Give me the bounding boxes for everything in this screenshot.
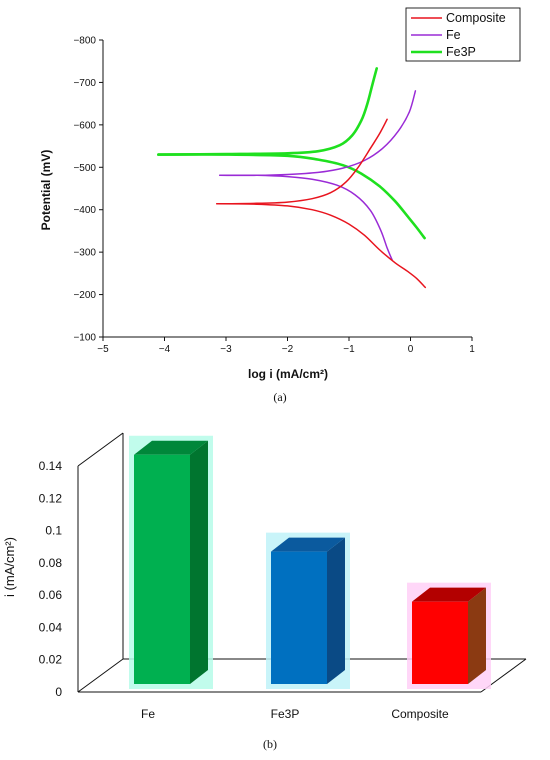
x-tick-label: −4 (159, 344, 171, 355)
x-tick-label-composite: Composite (391, 707, 449, 721)
current-density-bar-chart: 0 0.02 0.04 0.06 0.08 0.1 0.12 0.14 Fe Fe3P Compo… (2, 432, 527, 751)
y-ticks: −100 −200 −300 −400 −500 −600 −700 −800 (73, 36, 103, 344)
panel-a-caption: (a) (273, 390, 286, 404)
y-tick-label: 0.06 (39, 588, 63, 602)
y-tick-label: −400 (73, 205, 96, 216)
x-tick-label-fe: Fe (141, 707, 155, 721)
fe-anodic-curve (219, 90, 417, 177)
fe3p-bar (271, 551, 327, 684)
fe3p-bar-side (327, 537, 345, 684)
composite-bar-top (412, 587, 486, 602)
legend: Composite Fe Fe3P (405, 7, 521, 62)
y-tick-label: 0.12 (39, 491, 63, 505)
legend-label-composite: Composite (446, 11, 506, 25)
y-tick-label: 0 (55, 685, 62, 699)
y-tick-label: 0.02 (39, 653, 63, 667)
y-tick-label: −700 (73, 78, 96, 89)
fe3p-anodic-curve (157, 67, 378, 156)
fe3p-cathodic-curve (157, 153, 426, 240)
legend-label-fe: Fe (446, 28, 461, 42)
fe-bar-top (134, 440, 208, 455)
x-tick-label-fe3p: Fe3P (271, 707, 300, 721)
y-tick-label: −100 (73, 333, 96, 344)
y-tick-label: 0.1 (45, 524, 62, 538)
y-axis-label: i (mA/cm²) (2, 537, 17, 597)
y-tick-label: 0.08 (39, 556, 63, 570)
x-axis-label: log i (mA/cm²) (248, 367, 328, 381)
y-ticks: 0 0.02 0.04 0.06 0.08 0.1 0.12 0.14 (39, 459, 63, 699)
x-ticks: −5 −4 −3 −2 −1 0 1 (97, 337, 475, 355)
composite-bar (412, 601, 468, 684)
y-tick-label: 0.04 (39, 620, 63, 634)
fe-cathodic-curve (219, 174, 393, 261)
y-tick-label: −500 (73, 163, 96, 174)
x-tick-label: −1 (343, 344, 355, 355)
fe-bar (134, 454, 190, 684)
y-tick-label: −200 (73, 290, 96, 301)
x-tick-label: −2 (282, 344, 294, 355)
legend-label-fe3p: Fe3P (446, 45, 476, 59)
x-tick-labels: Fe Fe3P Composite (141, 707, 449, 721)
y-tick-label: 0.14 (39, 459, 63, 473)
y-tick-label: −600 (73, 120, 96, 131)
y-tick-label: −800 (73, 36, 96, 47)
composite-bar-side (468, 587, 486, 684)
y-tick-label: −300 (73, 248, 96, 259)
bars (129, 435, 491, 689)
x-tick-label: 0 (408, 344, 414, 355)
panel-b-caption: (b) (263, 737, 277, 751)
x-tick-label: −3 (220, 344, 232, 355)
polarization-curves (157, 67, 427, 289)
x-tick-label: 1 (469, 344, 475, 355)
polarization-chart: −100−200−300−400−500−600−700−800 −5 −4 −3−… (39, 7, 521, 404)
fe3p-bar-top (271, 537, 345, 552)
composite-anodic-curve (216, 118, 388, 205)
y-axis-label: Potential (mV) (39, 150, 53, 231)
back-wall-bottom-edge (77, 658, 124, 693)
composite-cathodic-curve (216, 203, 427, 289)
fe-bar-side (190, 440, 208, 684)
polarization-plot-area: −100−200−300−400−500−600−700−800 −5 −4 −3−… (73, 36, 475, 356)
x-tick-label: −5 (97, 344, 109, 355)
back-wall-top-edge (77, 432, 124, 467)
